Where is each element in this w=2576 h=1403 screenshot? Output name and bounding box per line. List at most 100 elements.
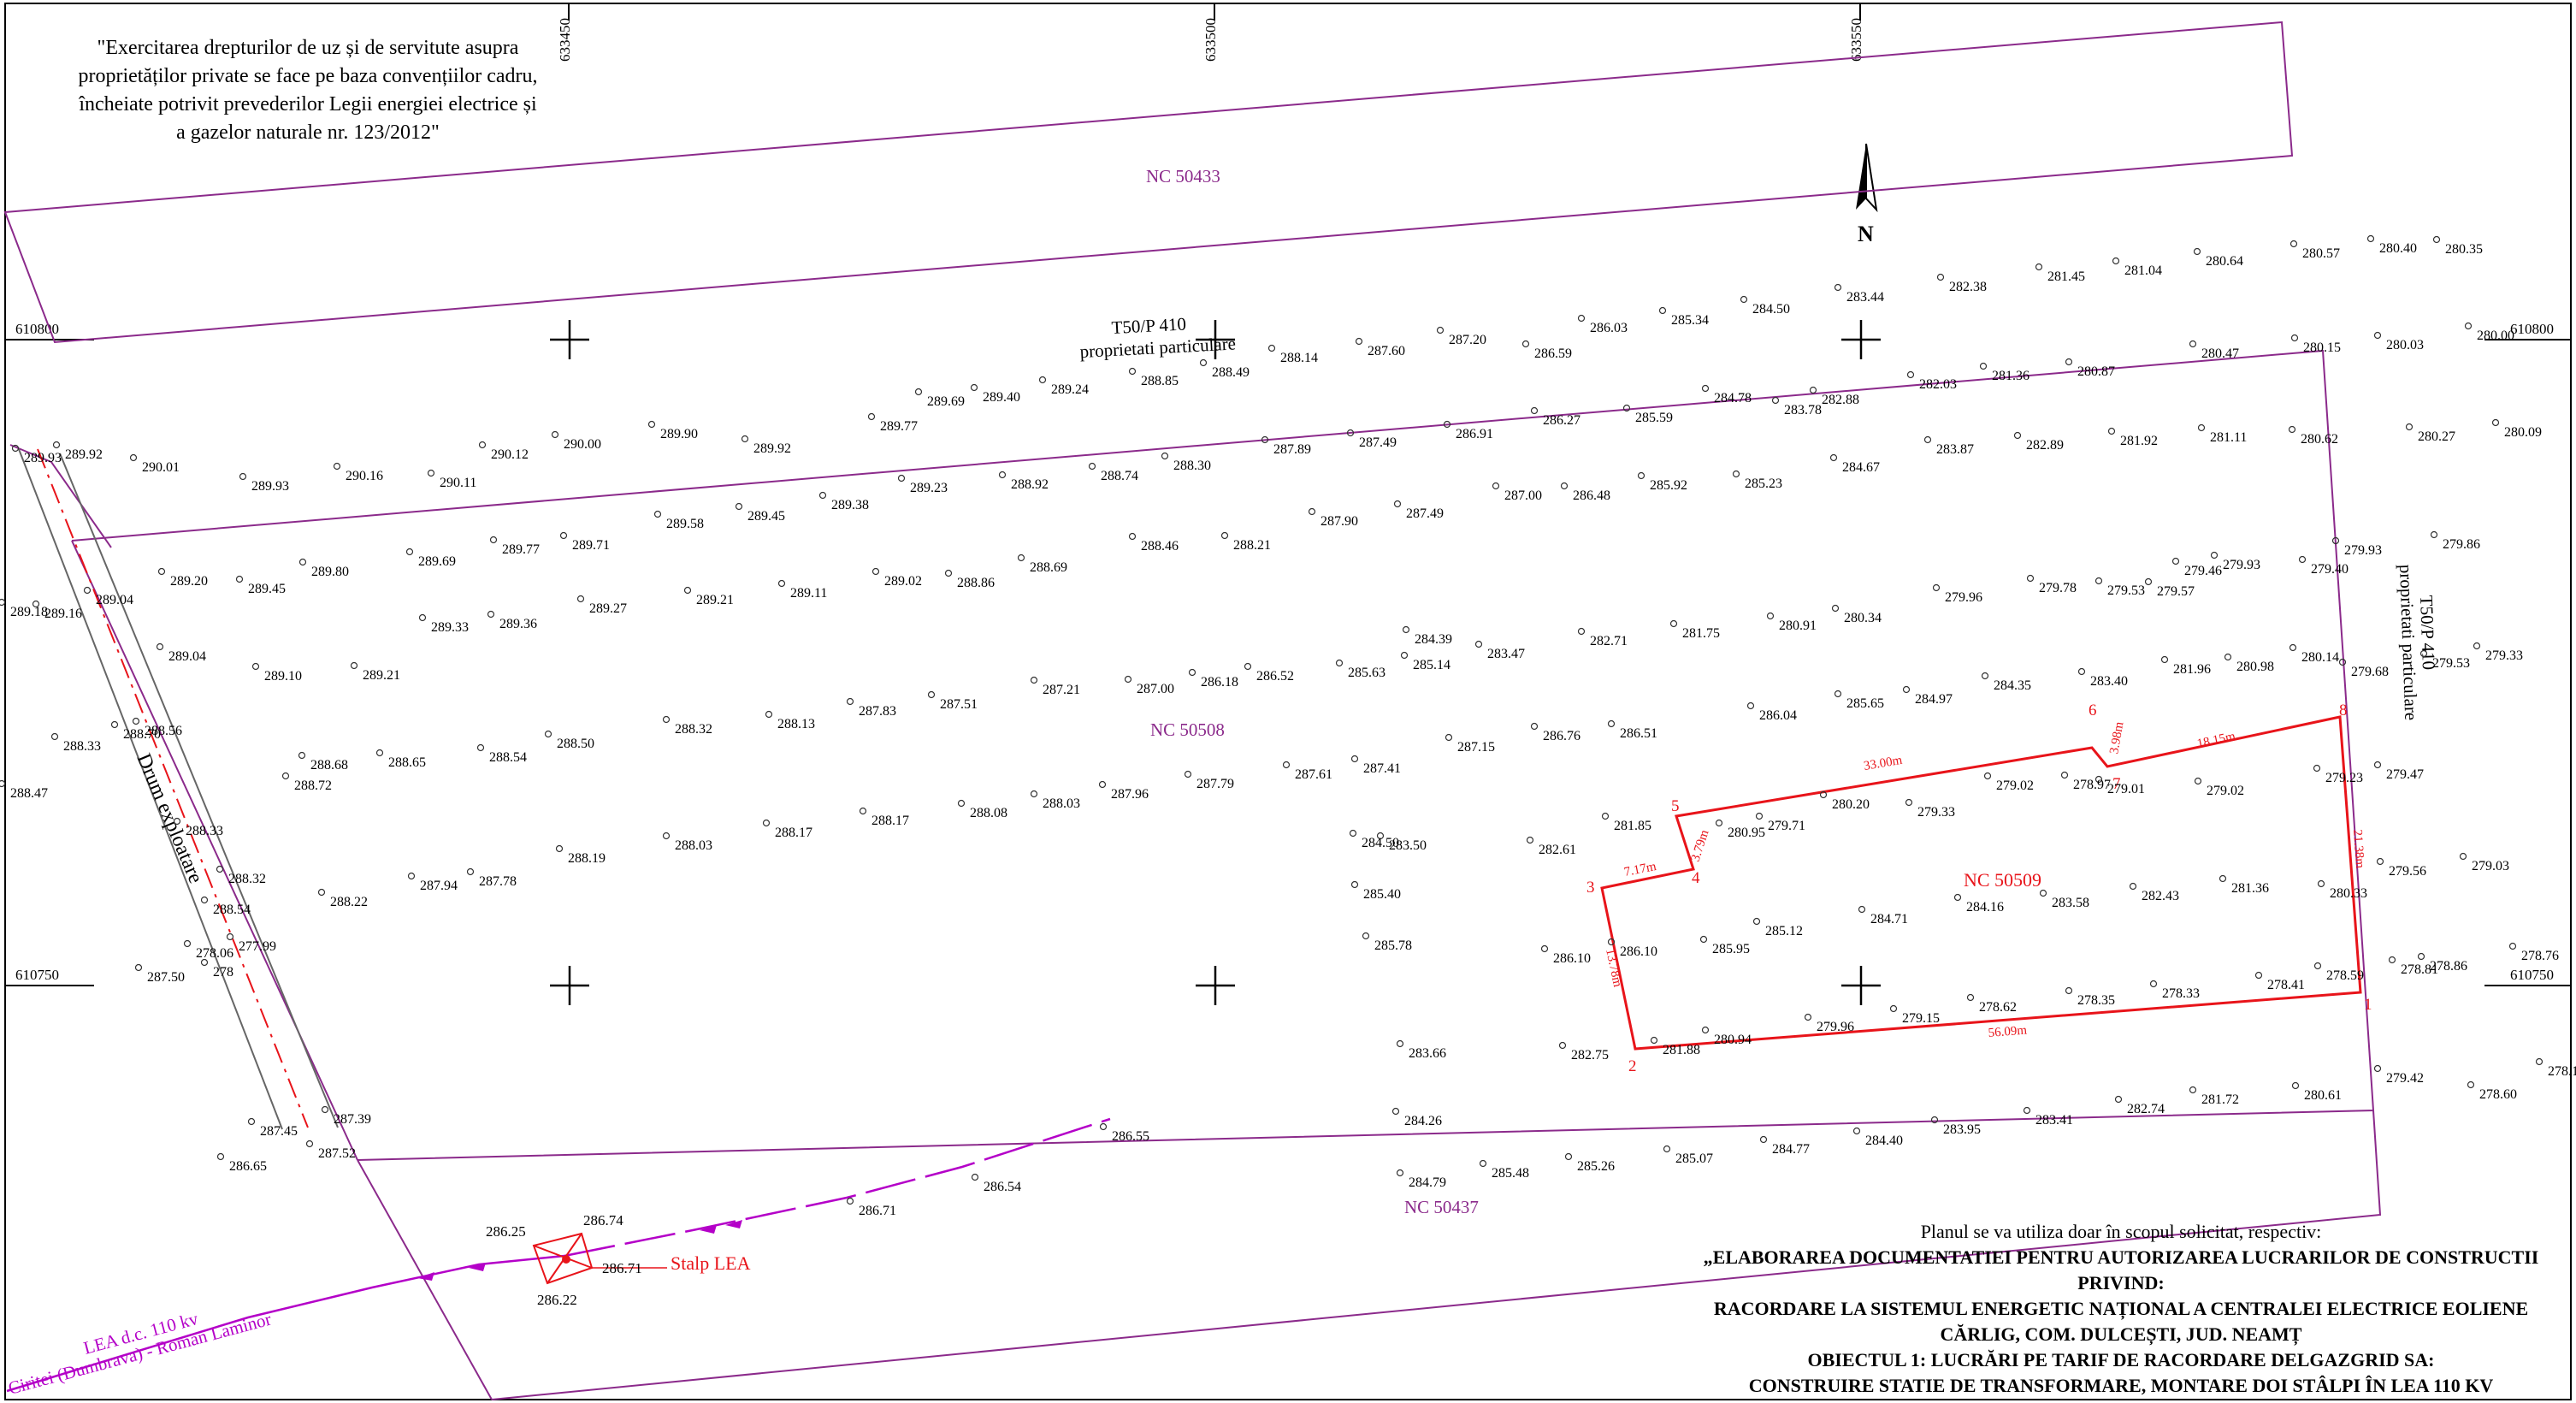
spot-elevation: 288.74 (1101, 469, 1138, 483)
spot-point (489, 536, 498, 544)
spot-point (2171, 557, 2180, 565)
spot-point (1906, 370, 1915, 379)
spot-point (2313, 764, 2321, 773)
spot-point (1128, 367, 1137, 376)
project-title-line: CONSTRUIRE STATIE DE TRANSFORMARE, MONTA… (1748, 1375, 2494, 1396)
spot-point (2013, 431, 2022, 440)
spot-elevation: 280.27 (2418, 429, 2455, 444)
spot-elevation: 286.91 (1456, 427, 1493, 441)
spot-elevation: 280.62 (2301, 432, 2338, 447)
property-label-line: T50/P 410 (1111, 313, 1186, 338)
parcel-label: NC 50437 (1404, 1197, 1479, 1217)
spot-elevation: 280.61 (2304, 1088, 2342, 1103)
spot-elevation: 287.39 (334, 1112, 371, 1127)
spot-point (52, 441, 61, 449)
spot-point (1834, 283, 1842, 292)
spot-elevation: 288.08 (970, 806, 1007, 820)
spot-elevation: 279.57 (2157, 584, 2195, 599)
spot-elevation: 282.03 (1919, 377, 1957, 392)
spot-point (998, 471, 1007, 479)
spot-elevation: 289.40 (983, 390, 1020, 405)
grid-label-y: 610750 (15, 967, 59, 983)
spot-elevation: 286.59 (1534, 346, 1572, 361)
spot-point (247, 1117, 256, 1126)
spot-point (2373, 761, 2382, 769)
map-frame (4, 3, 2572, 1400)
spot-elevation: 288.21 (1233, 538, 1271, 553)
spot-elevation: 290.01 (142, 460, 180, 475)
spot-elevation: 287.49 (1359, 435, 1397, 450)
spot-point (251, 662, 260, 671)
parcel-label: NC 50433 (1146, 166, 1220, 186)
spot-elevation: 286.04 (1759, 708, 1797, 723)
spot-point (2473, 642, 2481, 650)
spot-point (2224, 653, 2232, 661)
north-label: N (1858, 222, 1874, 246)
spot-elevation: 287.52 (318, 1146, 356, 1161)
spot-point (1981, 672, 1989, 680)
spot-point (0, 598, 6, 607)
spot-elevation: 287.50 (147, 970, 185, 985)
spot-point (2417, 952, 2425, 961)
spot-elevation: 289.77 (880, 419, 918, 434)
spot-point (226, 932, 234, 941)
spot-point (200, 958, 209, 967)
spot-elevation: 283.95 (1943, 1122, 1981, 1137)
spot-elevation: 278.86 (2430, 959, 2467, 974)
spot-elevation: 279.33 (2485, 648, 2523, 663)
spot-point (1699, 935, 1708, 944)
spot-elevation: 283.47 (1487, 647, 1525, 661)
spot-point (2094, 775, 2103, 784)
spot-point (1829, 453, 1838, 462)
property-label-line: T50/P 410 (2416, 595, 2439, 670)
spot-point (957, 799, 966, 808)
spot-point (2313, 962, 2322, 970)
spot-elevation: 289.92 (753, 441, 791, 456)
spot-point (971, 1173, 979, 1181)
spot-point (129, 453, 138, 462)
pylon-elevation: 286.71 (602, 1260, 642, 1276)
spot-point (544, 730, 552, 738)
spot-elevation: 280.91 (1779, 619, 1817, 633)
spot-point (134, 963, 143, 972)
grid-label-y: 610800 (2510, 321, 2554, 337)
spot-point (1282, 761, 1291, 769)
spot-point (662, 832, 671, 840)
spot-point (1267, 344, 1276, 352)
spot-elevation: 289.16 (44, 607, 82, 621)
spot-point (846, 697, 854, 706)
spot-point (157, 567, 166, 576)
spot-elevation: 290.12 (491, 447, 529, 462)
spot-point (418, 613, 427, 622)
spot-point (1752, 917, 1761, 926)
spot-point (1346, 429, 1355, 437)
spot-point (2373, 331, 2382, 340)
spot-elevation: 285.23 (1745, 477, 1782, 491)
spot-elevation: 280.20 (1832, 797, 1870, 812)
spot-point (1831, 604, 1840, 613)
spot-elevation: 285.95 (1712, 942, 1750, 956)
spot-elevation: 278.06 (196, 946, 233, 961)
spot-point (50, 732, 59, 741)
spot-elevation: 278.97 (2073, 778, 2111, 792)
spot-point (235, 575, 244, 583)
spot-point (2291, 1081, 2300, 1090)
spot-elevation: 288.33 (63, 739, 101, 754)
substation-footprint (1600, 715, 2362, 1051)
spot-elevation: 288.86 (957, 576, 995, 590)
spot-elevation: 289.77 (502, 542, 540, 557)
project-title-line: PRIVIND: (2077, 1272, 2165, 1293)
parcel-label: NC 50509 (1964, 869, 2041, 891)
spot-elevation: 289.33 (431, 620, 469, 635)
spot-point (1560, 482, 1569, 490)
spot-elevation: 289.18 (10, 605, 48, 619)
spot-point (2430, 530, 2438, 539)
spot-elevation: 280.95 (1728, 826, 1765, 840)
spot-point (2376, 857, 2384, 866)
spot-point (1393, 500, 1402, 508)
spot-point (1443, 420, 1451, 429)
spot-point (2094, 577, 2103, 585)
spot-point (1983, 772, 1992, 780)
